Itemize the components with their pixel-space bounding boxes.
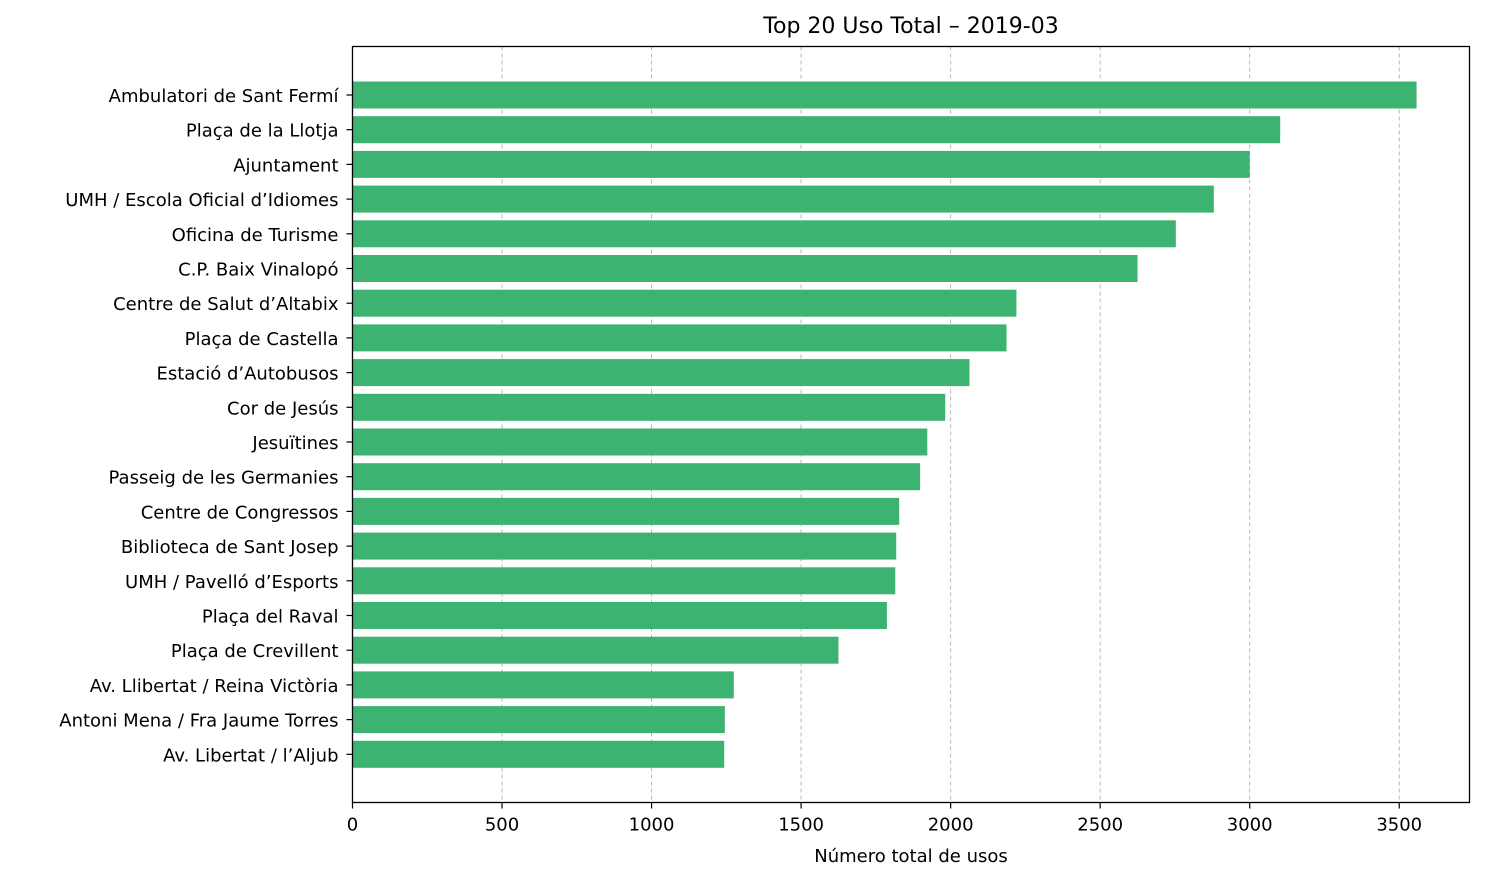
y-tick-label: Ambulatori de Sant Fermí (109, 86, 340, 107)
bars (352, 81, 1417, 768)
bar (352, 220, 1176, 248)
y-tick-label: Plaça del Raval (202, 607, 339, 628)
y-tick-label: Antoni Mena / Fra Jaume Torres (59, 711, 338, 732)
y-tick-label: Av. Llibertat / Reina Victòria (90, 676, 339, 697)
y-tick-label: Av. Libertat / l’Aljub (163, 745, 338, 766)
x-tick-label: 3000 (1227, 815, 1273, 836)
y-tick-label: C.P. Baix Vinalopó (178, 260, 338, 281)
y-tick-label: Passeig de les Germanies (109, 468, 339, 489)
x-tick-label: 1000 (629, 815, 675, 836)
bar (352, 81, 1417, 109)
y-tick-label: Ajuntament (233, 155, 338, 176)
y-axis: Ambulatori de Sant Fermí Plaça de la Llot… (59, 86, 353, 766)
bar (352, 150, 1250, 178)
y-tick-label: Plaça de Crevillent (171, 641, 339, 662)
bar (352, 636, 839, 664)
x-tick-label: 3500 (1376, 815, 1422, 836)
y-tick-label: Cor de Jesús (227, 398, 338, 419)
y-tick-label: Estació d’Autobusos (156, 364, 338, 385)
y-tick-label: Centre de Congressos (141, 502, 339, 523)
y-tick-label: UMH / Escola Oficial d’Idiomes (65, 190, 338, 211)
bar (352, 532, 897, 560)
bar (352, 602, 887, 629)
plot-frame (351, 45, 1471, 804)
bar (352, 463, 921, 491)
y-tick-label: Oficina de Turisme (172, 225, 339, 246)
chart-title: Top 20 Uso Total – 2019-03 (762, 14, 1058, 39)
x-tick-label: 2000 (928, 815, 974, 836)
y-tick-label: Biblioteca de Sant Josep (121, 537, 339, 558)
bar (352, 116, 1281, 144)
bar (352, 255, 1138, 282)
y-tick-label: Plaça de Castella (185, 329, 339, 350)
bar (352, 185, 1214, 213)
y-tick-label: Plaça de la Llotja (186, 121, 339, 142)
y-tick-label: Jesuïtines (251, 433, 338, 454)
x-axis: 0 500 1000 1500 2000 2500 3000 3500 (347, 802, 1422, 836)
bar (352, 497, 900, 525)
bar (352, 671, 734, 699)
bar (352, 359, 970, 387)
y-tick-label: UMH / Pavelló d’Esports (125, 572, 338, 593)
x-tick-label: 1500 (778, 815, 824, 836)
x-tick-label: 500 (485, 815, 519, 836)
bar (352, 324, 1007, 352)
x-tick-label: 0 (347, 815, 358, 836)
bar (352, 567, 896, 595)
x-tick-label: 2500 (1077, 815, 1123, 836)
bar (352, 393, 946, 421)
x-axis-label: Número total de usos (814, 846, 1008, 867)
bar (352, 289, 1017, 317)
bar (352, 740, 725, 768)
y-tick-label: Centre de Salut d’Altabix (113, 294, 339, 315)
bar (352, 428, 928, 456)
bar (352, 706, 725, 734)
